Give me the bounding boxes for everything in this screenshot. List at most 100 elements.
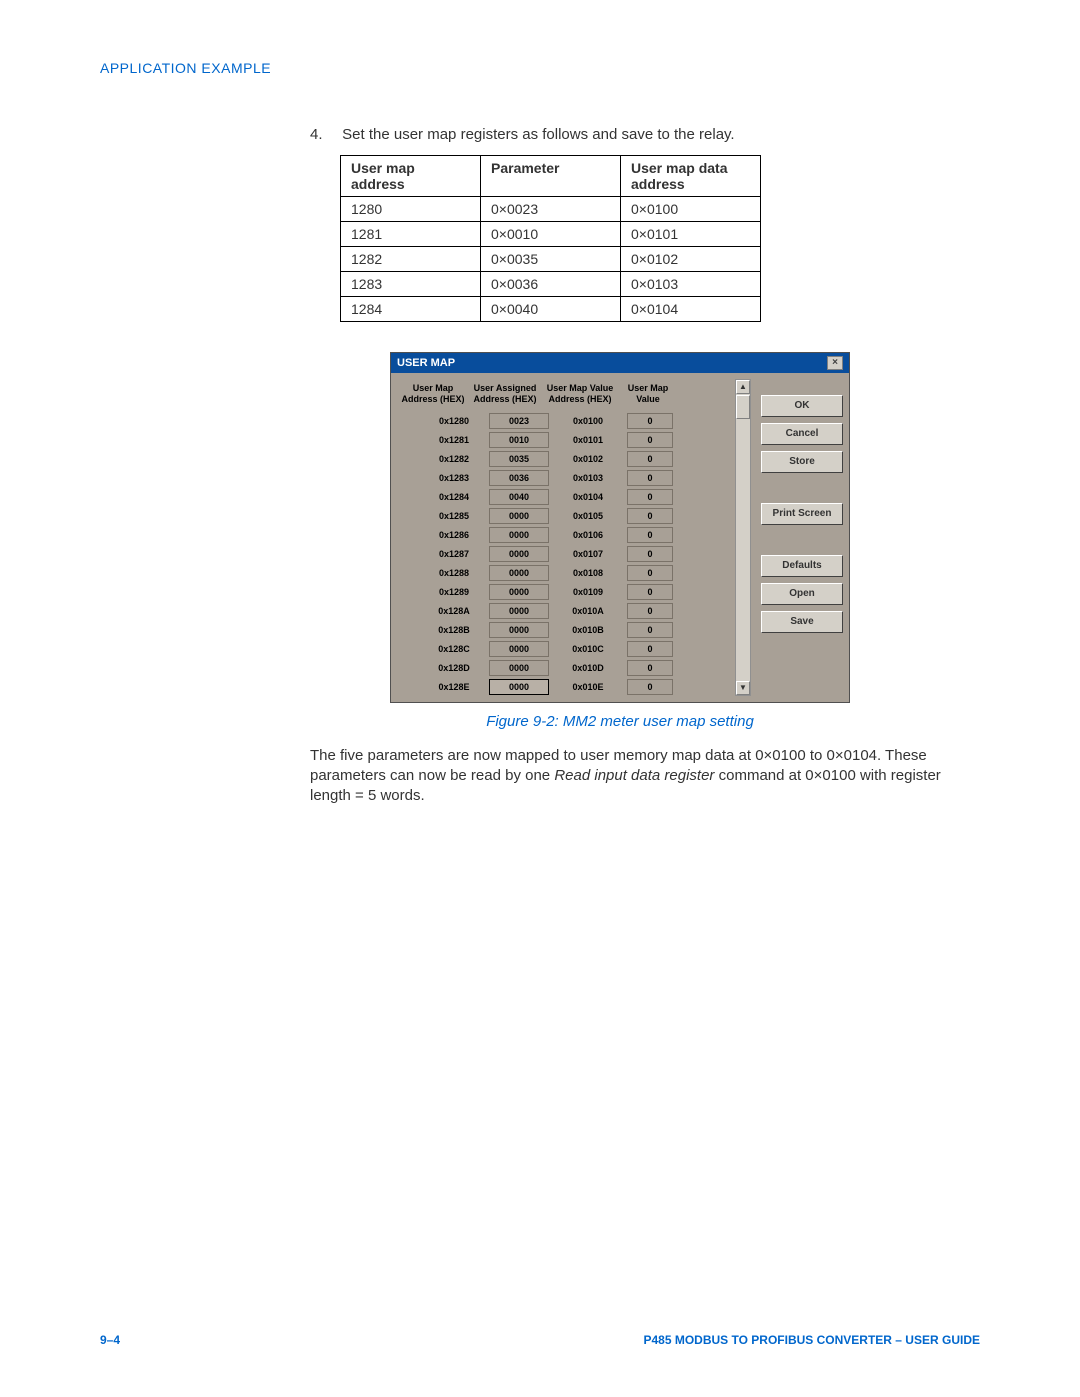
cell-assigned[interactable]: 0000 bbox=[489, 660, 549, 676]
table-cell: 0×0101 bbox=[621, 222, 761, 247]
cell-assigned[interactable]: 0000 bbox=[489, 641, 549, 657]
cell-value[interactable]: 0 bbox=[627, 527, 673, 543]
table-cell: 0×0103 bbox=[621, 272, 761, 297]
defaults-button[interactable]: Defaults bbox=[761, 555, 843, 577]
section-header: APPLICATION EXAMPLE bbox=[100, 60, 980, 76]
cell-assigned[interactable]: 0040 bbox=[489, 489, 549, 505]
cancel-button[interactable]: Cancel bbox=[761, 423, 843, 445]
page-number: 9–4 bbox=[100, 1333, 120, 1347]
grid-row: 0x128800000x01080 bbox=[425, 563, 731, 582]
step-instruction: Set the user map registers as follows an… bbox=[342, 126, 734, 143]
cell-address: 0x128E bbox=[425, 682, 483, 692]
cell-value[interactable]: 0 bbox=[627, 641, 673, 657]
cell-assigned[interactable]: 0036 bbox=[489, 470, 549, 486]
cell-value-address: 0x010A bbox=[555, 606, 621, 616]
table-cell: 1280 bbox=[341, 197, 481, 222]
ok-button[interactable]: OK bbox=[761, 395, 843, 417]
cell-value[interactable]: 0 bbox=[627, 451, 673, 467]
cell-assigned[interactable]: 0000 bbox=[489, 584, 549, 600]
cell-value-address: 0x0103 bbox=[555, 473, 621, 483]
table-cell: 0×0040 bbox=[481, 297, 621, 322]
save-button[interactable]: Save bbox=[761, 611, 843, 633]
cell-address: 0x1284 bbox=[425, 492, 483, 502]
cell-assigned[interactable]: 0000 bbox=[489, 527, 549, 543]
close-icon[interactable]: × bbox=[827, 356, 843, 370]
cell-address: 0x1282 bbox=[425, 454, 483, 464]
scroll-up-icon[interactable]: ▲ bbox=[736, 380, 750, 394]
grid-row: 0x128300360x01030 bbox=[425, 468, 731, 487]
table-row: 12830×00360×0103 bbox=[341, 272, 761, 297]
grid-row: 0x128C00000x010C0 bbox=[425, 639, 731, 658]
user-map-table: User map address Parameter User map data… bbox=[340, 155, 761, 322]
cell-address: 0x1280 bbox=[425, 416, 483, 426]
table-row: 12840×00400×0104 bbox=[341, 297, 761, 322]
cell-value-address: 0x010B bbox=[555, 625, 621, 635]
grid-row: 0x1285 0000 0x0105 0 bbox=[425, 506, 731, 525]
cell-value[interactable]: 0 bbox=[627, 489, 673, 505]
grid-row: 0x1289 0000 0x0109 0 bbox=[425, 582, 731, 601]
cell-address: 0x1286 bbox=[425, 530, 483, 540]
th-address: User map address bbox=[341, 156, 481, 197]
cell-assigned[interactable]: 0000 bbox=[489, 565, 549, 581]
body-paragraph: The five parameters are now mapped to us… bbox=[310, 746, 980, 806]
table-cell: 0×0035 bbox=[481, 247, 621, 272]
cell-assigned[interactable]: 0000 bbox=[489, 603, 549, 619]
cell-value-address: 0x010C bbox=[555, 644, 621, 654]
cell-value[interactable]: 0 bbox=[627, 622, 673, 638]
scroll-thumb[interactable] bbox=[736, 395, 750, 419]
cell-assigned[interactable]: 0000 bbox=[489, 622, 549, 638]
cell-value[interactable]: 0 bbox=[627, 470, 673, 486]
cell-assigned[interactable]: 0000 bbox=[489, 679, 549, 695]
scroll-down-icon[interactable]: ▼ bbox=[736, 681, 750, 695]
user-map-dialog: USER MAP × User MapAddress (HEX) User As… bbox=[390, 352, 850, 703]
grid-row: 0x128100100x01010 bbox=[425, 430, 731, 449]
cell-value[interactable]: 0 bbox=[627, 603, 673, 619]
scrollbar[interactable]: ▲ ▼ bbox=[735, 379, 751, 696]
table-cell: 1283 bbox=[341, 272, 481, 297]
cell-address: 0x128B bbox=[425, 625, 483, 635]
cell-value[interactable]: 0 bbox=[627, 413, 673, 429]
open-button[interactable]: Open bbox=[761, 583, 843, 605]
cell-value-address: 0x0104 bbox=[555, 492, 621, 502]
step-number: 4. bbox=[310, 126, 338, 143]
cell-value[interactable]: 0 bbox=[627, 660, 673, 676]
cell-value[interactable]: 0 bbox=[627, 584, 673, 600]
cell-assigned[interactable]: 0035 bbox=[489, 451, 549, 467]
table-row: 12810×00100×0101 bbox=[341, 222, 761, 247]
cell-address: 0x128D bbox=[425, 663, 483, 673]
grid-row: 0x1282 0035 0x0102 0 bbox=[425, 449, 731, 468]
cell-assigned[interactable]: 0000 bbox=[489, 508, 549, 524]
cell-assigned[interactable]: 0010 bbox=[489, 432, 549, 448]
cell-value[interactable]: 0 bbox=[627, 679, 673, 695]
table-row: 12800×00230×0100 bbox=[341, 197, 761, 222]
th-parameter: Parameter bbox=[481, 156, 621, 197]
cell-address: 0x128A bbox=[425, 606, 483, 616]
cell-address: 0x1288 bbox=[425, 568, 483, 578]
table-cell: 0×0023 bbox=[481, 197, 621, 222]
cell-assigned[interactable]: 0000 bbox=[489, 546, 549, 562]
cell-address: 0x1285 bbox=[425, 511, 483, 521]
grid-row: 0x1286 0000 0x0106 0 bbox=[425, 525, 731, 544]
grid-row: 0x128E 0000 0x010E 0 bbox=[425, 677, 731, 696]
store-button[interactable]: Store bbox=[761, 451, 843, 473]
cell-value-address: 0x0109 bbox=[555, 587, 621, 597]
cell-value[interactable]: 0 bbox=[627, 565, 673, 581]
cell-value-address: 0x0105 bbox=[555, 511, 621, 521]
cell-value[interactable]: 0 bbox=[627, 432, 673, 448]
table-row: 12820×00350×0102 bbox=[341, 247, 761, 272]
table-cell: 0×0102 bbox=[621, 247, 761, 272]
table-cell: 0×0036 bbox=[481, 272, 621, 297]
cell-value-address: 0x0106 bbox=[555, 530, 621, 540]
print-screen-button[interactable]: Print Screen bbox=[761, 503, 843, 525]
figure-caption: Figure 9-2: MM2 meter user map setting bbox=[390, 713, 850, 730]
table-cell: 0×0104 bbox=[621, 297, 761, 322]
cell-value[interactable]: 0 bbox=[627, 508, 673, 524]
cell-address: 0x1281 bbox=[425, 435, 483, 445]
cell-value[interactable]: 0 bbox=[627, 546, 673, 562]
cell-value-address: 0x0102 bbox=[555, 454, 621, 464]
table-cell: 1284 bbox=[341, 297, 481, 322]
grid-row: 0x1284 0040 0x0104 0 bbox=[425, 487, 731, 506]
cell-assigned[interactable]: 0023 bbox=[489, 413, 549, 429]
cell-value-address: 0x010E bbox=[555, 682, 621, 692]
cell-address: 0x1289 bbox=[425, 587, 483, 597]
